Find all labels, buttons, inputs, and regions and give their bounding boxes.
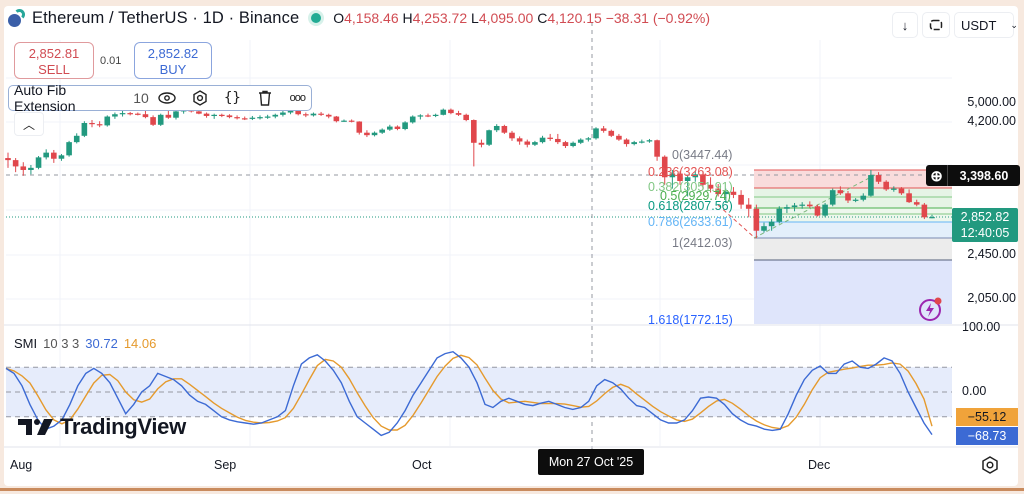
crosshair-date-tag: Mon 27 Oct '25: [538, 449, 644, 475]
sell-button[interactable]: 2,852.81 SELL: [14, 42, 94, 79]
close-label: C: [537, 10, 548, 26]
price-tick-label: 4,200.00: [967, 114, 1016, 128]
arrow-down-icon: ↓: [901, 17, 909, 33]
ohlc-values: O4,158.46 H4,253.72 L4,095.00 C4,120.15 …: [333, 10, 710, 26]
smi-signal-tag: −55.12: [956, 408, 1018, 426]
logo-text: TradingView: [60, 414, 186, 439]
symbol-title[interactable]: Ethereum / TetherUS · 1D · Binance: [32, 8, 300, 27]
gear-icon[interactable]: [186, 88, 213, 108]
market-open-indicator: [311, 13, 322, 23]
bar-countdown: 12:40:05: [960, 226, 1010, 240]
trash-icon[interactable]: [251, 88, 278, 108]
currency-select[interactable]: USDT ⌄: [954, 12, 1018, 38]
fib-level-label: 0(3447.44): [672, 148, 733, 162]
eye-icon[interactable]: [154, 88, 181, 108]
buy-label: BUY: [159, 62, 187, 77]
fib-level-label: 0.786(2633.61): [648, 215, 733, 229]
current-price-tag: 2,852.82 12:40:05: [952, 208, 1018, 242]
smi-value: 30.72: [85, 336, 118, 351]
high-label: H: [402, 10, 413, 26]
smi-params: 10 3 3: [43, 336, 80, 351]
download-button[interactable]: ↓: [892, 12, 918, 38]
chevron-down-icon: ⌄: [1010, 19, 1018, 30]
time-tick-label: Dec: [808, 458, 831, 472]
time-tick-label: Aug: [10, 458, 33, 472]
fullscreen-button[interactable]: [922, 12, 950, 38]
open-value: 4,158.46: [344, 10, 399, 26]
chevron-up-icon: ︿: [22, 117, 35, 132]
buy-price: 2,852.82: [147, 46, 199, 61]
fib-level-label: 0.5(2929.74): [660, 189, 731, 203]
indicator-param: 10: [133, 90, 149, 106]
price-tick-label: 2,050.00: [967, 291, 1016, 305]
more-icon[interactable]: ooo: [289, 92, 306, 104]
smi-tick-label: 100.00: [962, 320, 1001, 334]
high-value: 4,253.72: [412, 10, 468, 26]
fib-level-label: 1.618(1772.15): [648, 313, 733, 327]
current-price: 2,852.82: [960, 210, 1010, 224]
spread-value: 0.01: [100, 55, 122, 67]
fib-level-label: 0.236(3263.08): [648, 165, 733, 179]
open-label: O: [333, 10, 345, 26]
price-tick-label: 5,000.00: [967, 95, 1016, 109]
fib-level-label: 1(2412.03): [672, 236, 733, 250]
fib-level-label: 0.382(3051.91): [648, 180, 733, 194]
change-value: −38.31 (−0.92%): [605, 10, 711, 26]
indicator-name: Auto Fib Extension: [14, 82, 76, 114]
close-value: 4,120.15: [547, 10, 602, 26]
tradingview-logo[interactable]: TradingView: [18, 414, 186, 440]
ethereum-logo-icon: [8, 9, 26, 27]
collapse-legend-button[interactable]: ︿: [14, 112, 44, 136]
smi-legend[interactable]: SMI 10 3 3 30.72 14.06: [14, 336, 156, 351]
price-tick-label: 2,450.00: [967, 247, 1016, 261]
smi-signal-value: 14.06: [123, 336, 157, 351]
fib-level-label: 0.618(2807.56): [648, 199, 733, 213]
low-value: 4,095.00: [478, 10, 534, 26]
currency-label: USDT: [961, 17, 997, 33]
low-label: L: [471, 10, 479, 26]
crosshair-price-tag: ⊕ 3,398.60: [926, 165, 1020, 186]
buy-button[interactable]: 2,852.82 BUY: [134, 42, 212, 79]
sell-label: SELL: [38, 62, 70, 77]
time-tick-label: Oct: [412, 458, 432, 472]
indicator-toolbar-auto-fib[interactable]: Auto Fib Extension 10 {} ooo: [8, 82, 312, 114]
bottom-strip: [0, 488, 1024, 491]
crosshair-price: 3,398.60: [959, 168, 1009, 183]
chart-settings-gear-icon[interactable]: [980, 455, 1000, 475]
symbol-header: Ethereum / TetherUS · 1D · Binance O4,15…: [8, 8, 710, 28]
smi-name: SMI: [14, 336, 38, 351]
add-alert-icon[interactable]: ⊕: [926, 165, 948, 186]
smi-tick-label: 0.00: [962, 384, 987, 398]
source-code-icon[interactable]: {}: [223, 90, 241, 106]
time-tick-label: Sep: [214, 458, 237, 472]
tradingview-logo-icon: [18, 419, 53, 435]
fullscreen-icon: [929, 19, 943, 31]
smi-value-tag: −68.73: [956, 427, 1018, 445]
lightning-alert-icon[interactable]: [918, 296, 944, 322]
sell-price: 2,852.81: [28, 46, 80, 61]
